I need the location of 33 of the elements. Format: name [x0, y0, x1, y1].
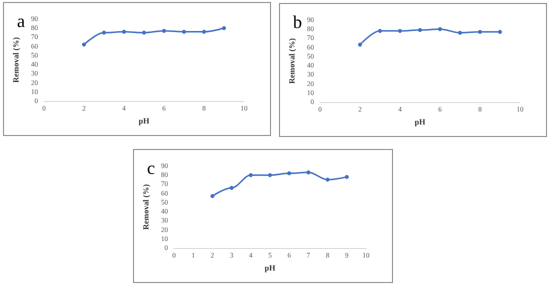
y-axis-title: Removal (%) — [288, 38, 297, 84]
point — [142, 30, 146, 35]
point — [230, 186, 234, 190]
point — [498, 30, 502, 34]
point — [326, 178, 330, 182]
point — [182, 30, 186, 34]
y-axis-title: Removal (%) — [142, 184, 151, 230]
x-axis-title: pH — [138, 116, 150, 126]
chart-title: a — [17, 11, 25, 31]
point — [418, 28, 422, 32]
point — [248, 173, 253, 178]
point — [82, 42, 86, 47]
x-axis-title: pH — [264, 263, 276, 272]
point — [210, 194, 214, 198]
point — [202, 30, 206, 34]
point — [306, 170, 310, 174]
point — [287, 171, 292, 176]
point — [358, 42, 362, 47]
point — [438, 27, 442, 32]
y-axis-title: Removal (%) — [12, 36, 21, 83]
point — [344, 174, 349, 179]
point — [458, 30, 462, 35]
point — [222, 26, 226, 30]
point — [398, 28, 402, 33]
point — [122, 30, 126, 34]
chart-title: b — [293, 12, 302, 32]
point — [378, 28, 382, 33]
point — [102, 30, 106, 35]
chart-title: c — [147, 158, 155, 178]
point — [162, 28, 166, 33]
x-axis-title: pH — [414, 117, 426, 126]
point — [268, 173, 272, 178]
point — [478, 30, 482, 34]
